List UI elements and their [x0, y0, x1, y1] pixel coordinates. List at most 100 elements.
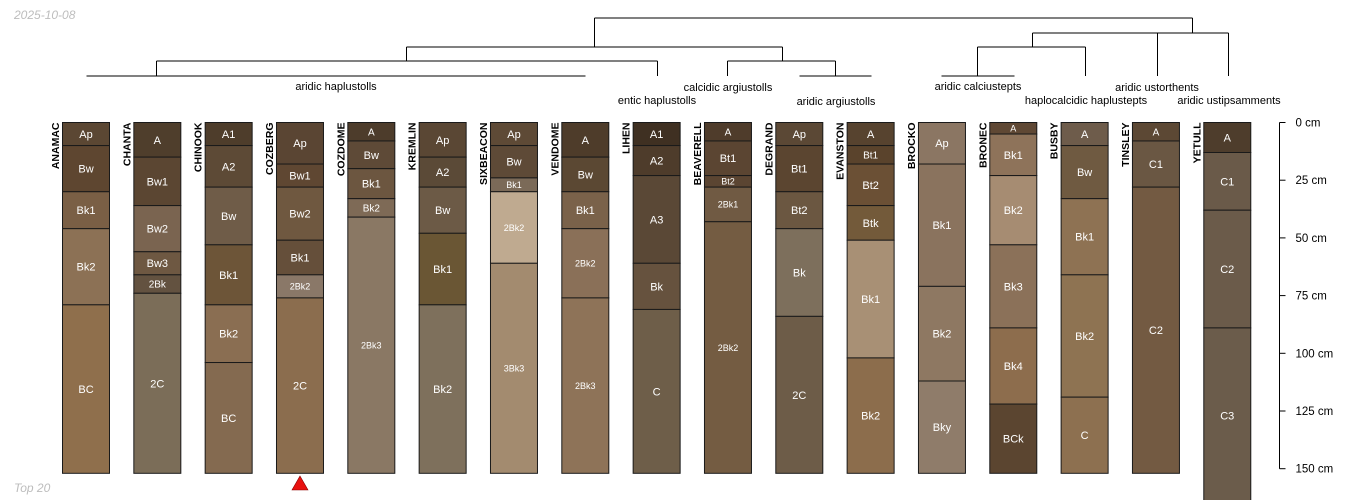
profile-name: TINSLEY: [1120, 123, 1132, 167]
horizon-label: Bk1: [1004, 150, 1023, 162]
horizon-label: Ap: [507, 129, 520, 141]
profile-chanta: A Bw1 Bw2 Bw3 2Bk 2C CHANTA: [121, 122, 182, 474]
profile-name: KREMLIN: [407, 123, 419, 171]
horizon-busby-bk1: [1060, 198, 1109, 276]
horizon-label: Bw1: [289, 171, 310, 183]
horizon-label: 2Bk3: [575, 381, 596, 391]
horizon-label: 3Bk3: [504, 364, 525, 374]
horizon-vendome-bk1: [561, 191, 610, 230]
profile-name: BRONEC: [977, 122, 989, 168]
horizon-lihen-a2: [632, 145, 681, 177]
horizon-bronec-bck: [989, 403, 1038, 474]
horizon-label: Bk1: [932, 220, 951, 232]
profile-yetull: A C1 C2 C3 YETULL: [1191, 122, 1252, 500]
horizon-busby-bk2: [1060, 274, 1109, 398]
horizon-label: 2Bk: [149, 280, 167, 291]
horizon-label: C2: [1149, 325, 1163, 337]
horizon-label: Bk1: [1075, 232, 1094, 244]
profile-sixbeacon: Ap Bw Bk1 2Bk2 3Bk3 SIXBEACON: [478, 122, 538, 474]
horizon-label: Bt2: [721, 177, 735, 187]
horizon-chinook-bc: [204, 362, 253, 474]
horizon-label: BC: [221, 413, 236, 425]
horizon-cozdome-bk1: [347, 168, 396, 200]
profile-lihen: A1 A2 A3 Bk C LIHEN: [621, 122, 681, 474]
horizon-label: Ap: [436, 135, 449, 147]
taxa-labels: aridic haplustolls entic haplustollscalci…: [295, 81, 1281, 108]
horizon-label: Bt2: [791, 205, 808, 217]
horizon-label: Bk1: [861, 294, 880, 306]
horizon-label: A1: [222, 129, 235, 141]
horizon-label: A: [1224, 132, 1232, 144]
horizon-vendome-a: [561, 122, 610, 158]
taxon-label-aridic-ustipsamments: aridic ustipsamments: [1177, 95, 1281, 107]
horizon-label: Bw: [78, 164, 93, 176]
horizon-label: Bw3: [147, 258, 168, 270]
horizon-yetull-c1: [1203, 152, 1252, 211]
horizon-label: Bk4: [1004, 361, 1023, 373]
profile-busby: A Bw Bk1 Bk2 C BUSBY: [1049, 122, 1109, 474]
horizon-label: Bt1: [720, 153, 737, 165]
horizon-anamac-bk1: [62, 191, 110, 230]
horizon-degrand-bt2: [775, 191, 824, 230]
profile-name: COZDOME: [335, 123, 347, 177]
horizon-brocko-bk2: [917, 285, 966, 382]
horizon-label: A: [867, 129, 875, 141]
horizon-brocko-bky: [917, 380, 966, 474]
horizon-label: 2Bk3: [361, 340, 382, 350]
horizon-label: Bk1: [433, 264, 452, 276]
horizon-label: Bw: [364, 150, 379, 162]
profile-name: EVANSTON: [835, 123, 847, 180]
profile-cozberg: Ap Bw1 Bw2 Bk1 2Bk2 2C COZBERG: [264, 122, 324, 474]
dendrogram: [86, 17, 1229, 77]
profile-name: SIXBEACON: [478, 123, 490, 185]
profile-name: VENDOME: [549, 123, 561, 176]
horizon-label: Bk1: [576, 205, 595, 217]
profile-bronec: A Bk1 Bk2 Bk3 Bk4 BCk BRONEC: [977, 122, 1038, 474]
profile-brocko: Ap Bk1 Bk2 Bky BROCKO: [906, 122, 966, 474]
profile-name: ANAMAC: [50, 122, 62, 169]
horizon-label: Btk: [863, 218, 879, 230]
profile-name: COZBERG: [264, 123, 276, 176]
horizon-chanta-bw1: [133, 156, 182, 207]
horizon-label: Bw1: [147, 176, 168, 188]
horizon-label: 2Bk2: [575, 259, 596, 269]
depth-tick-label: 150 cm: [1296, 464, 1334, 476]
horizon-label: A: [368, 127, 375, 138]
horizon-brocko-bk1: [917, 163, 966, 287]
horizon-evanston-bk1: [846, 239, 895, 359]
horizon-bronec-bk2: [989, 175, 1038, 246]
horizon-chinook-bk2: [204, 304, 253, 364]
horizon-label: Bk1: [291, 252, 310, 264]
horizon-lihen-c: [632, 308, 681, 474]
profile-cozdome: A Bw Bk1 Bk2 2Bk3 COZDOME: [335, 122, 396, 474]
horizon-label: Bt2: [862, 180, 879, 192]
profile-name: LIHEN: [621, 123, 633, 155]
horizon-label: C: [1081, 430, 1089, 442]
horizon-label: Bk2: [219, 329, 238, 341]
horizon-label: BCk: [1003, 434, 1024, 446]
horizon-label: Bk: [650, 281, 663, 293]
horizon-evanston-bk2: [846, 357, 895, 474]
depth-tick-label: 50 cm: [1296, 233, 1327, 245]
horizon-label: Bk3: [1004, 281, 1023, 293]
horizon-bronec-bk1: [989, 133, 1038, 177]
horizon-cozdome-2bk3: [347, 216, 396, 474]
horizon-label: Bk2: [433, 384, 452, 396]
horizon-tinsley-c2: [1131, 186, 1180, 474]
horizon-yetull-c2: [1203, 209, 1252, 329]
horizon-label: 2C: [293, 381, 307, 393]
horizon-label: Bk: [793, 267, 806, 279]
horizon-label: Bk1: [219, 270, 238, 282]
profile-name: YETULL: [1191, 122, 1203, 163]
horizon-label: A1: [650, 129, 663, 141]
horizon-brocko-ap: [917, 122, 966, 165]
horizon-label: A: [154, 135, 162, 147]
horizon-label: Bk2: [1075, 331, 1094, 343]
horizon-cozberg-bk1: [275, 239, 324, 276]
depth-tick-label: 125 cm: [1296, 406, 1334, 418]
horizon-anamac-bc: [62, 304, 110, 474]
horizon-vendome-2bk3: [561, 297, 610, 474]
horizon-label: A2: [222, 161, 235, 173]
horizon-label: A: [725, 127, 732, 138]
